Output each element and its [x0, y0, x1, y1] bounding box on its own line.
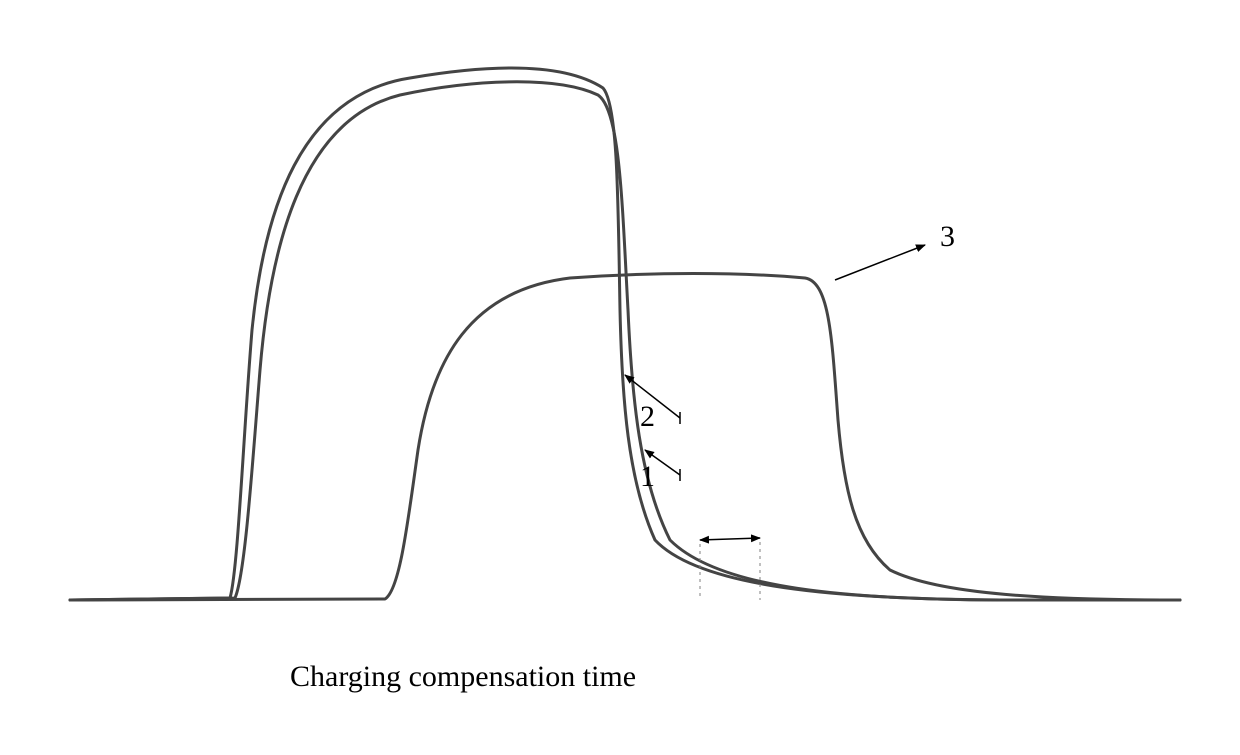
figure-container: Charging compensation time 3 2 1	[0, 0, 1240, 755]
curve-label-1: 1	[640, 460, 655, 494]
curve-label-2: 2	[640, 400, 655, 434]
arrow-3	[835, 245, 925, 280]
arrow-span	[700, 538, 760, 540]
figure-caption: Charging compensation time	[290, 660, 636, 694]
curve-label-3: 3	[940, 220, 955, 254]
curve2	[70, 68, 1180, 600]
curves-plot	[0, 0, 1240, 755]
curve1	[70, 82, 1180, 600]
